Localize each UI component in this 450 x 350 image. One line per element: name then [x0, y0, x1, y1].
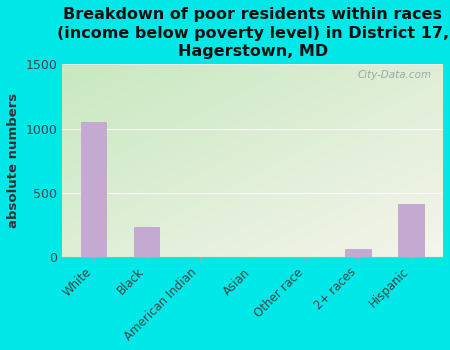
Text: City-Data.com: City-Data.com: [357, 70, 432, 80]
Bar: [134, 227, 160, 257]
Bar: [345, 249, 372, 257]
Title: Breakdown of poor residents within races
(income below poverty level) in Distric: Breakdown of poor residents within races…: [57, 7, 449, 59]
Bar: [398, 204, 424, 257]
Bar: [81, 122, 107, 257]
Y-axis label: absolute numbers: absolute numbers: [7, 93, 20, 228]
